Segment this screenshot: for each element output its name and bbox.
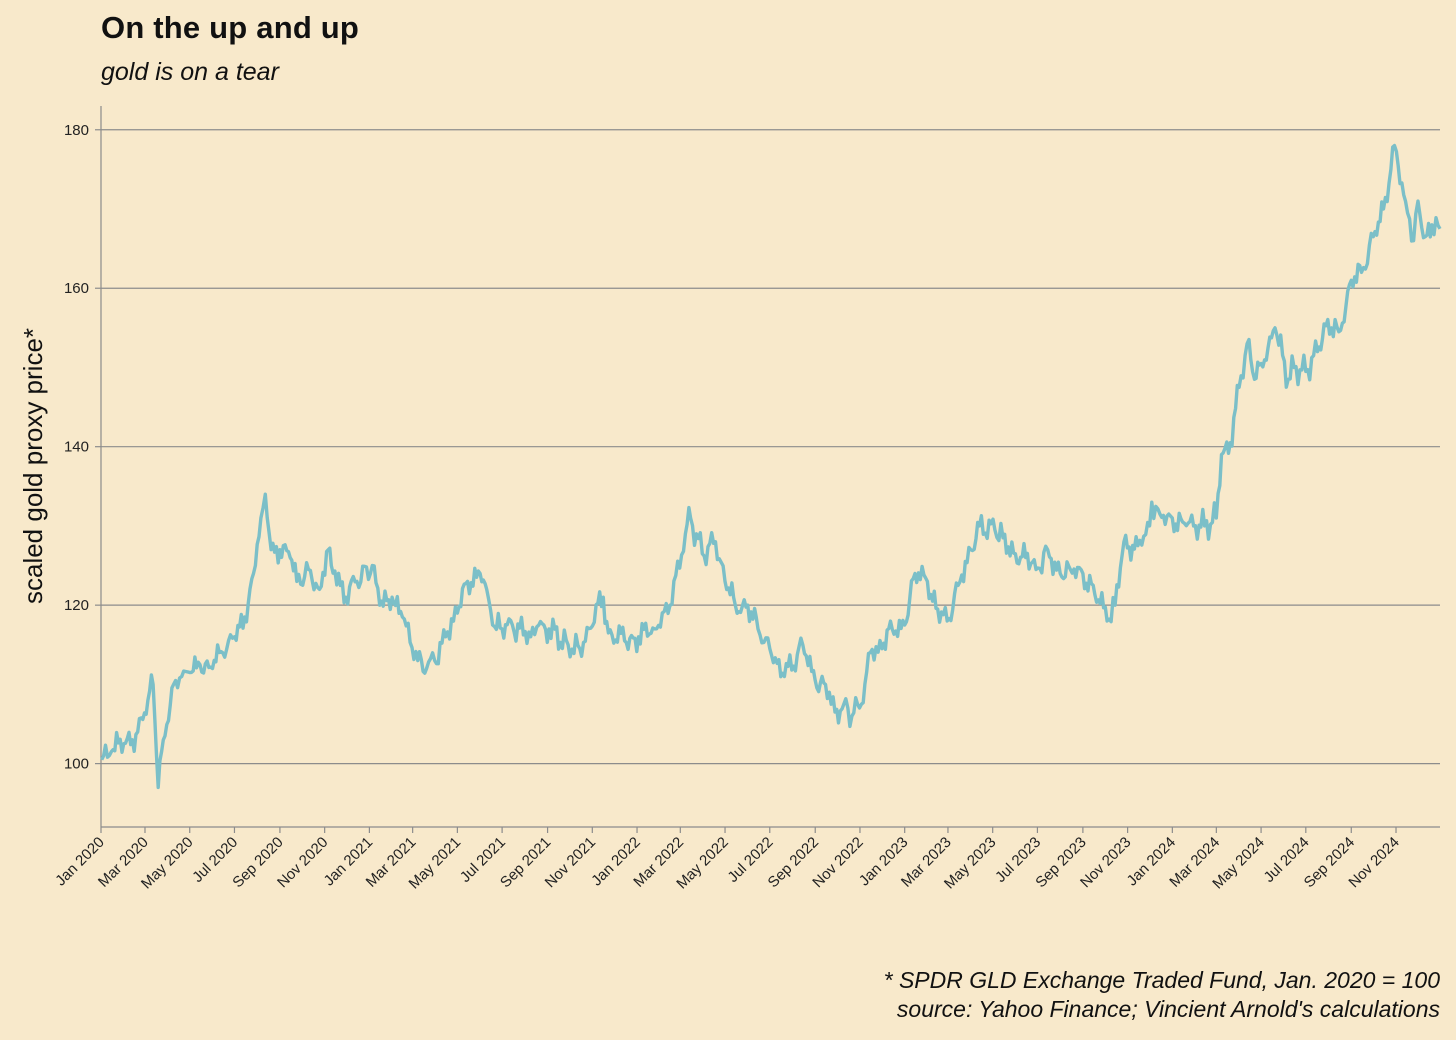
y-axis-ticks: 100 120 140 160 180 [64,122,101,773]
y-tick-label: 180 [64,122,89,139]
y-axis-label: scaled gold proxy price* [18,328,48,604]
caption-source: source: Yahoo Finance; Vincient Arnold's… [896,996,1440,1022]
gridlines [101,129,1440,765]
y-tick-label: 160 [64,280,89,297]
y-tick-label: 140 [64,439,89,456]
series [100,143,1442,790]
y-tick-label: 120 [64,597,89,614]
series-line [100,143,1442,790]
chart-subtitle: gold is on a tear [101,58,279,86]
chart-title: On the up and up [101,10,360,45]
y-tick-label: 100 [64,756,89,773]
chart-caption: * SPDR GLD Exchange Traded Fund, Jan. 20… [884,966,1440,1024]
caption-note: * SPDR GLD Exchange Traded Fund, Jan. 20… [883,967,1440,993]
